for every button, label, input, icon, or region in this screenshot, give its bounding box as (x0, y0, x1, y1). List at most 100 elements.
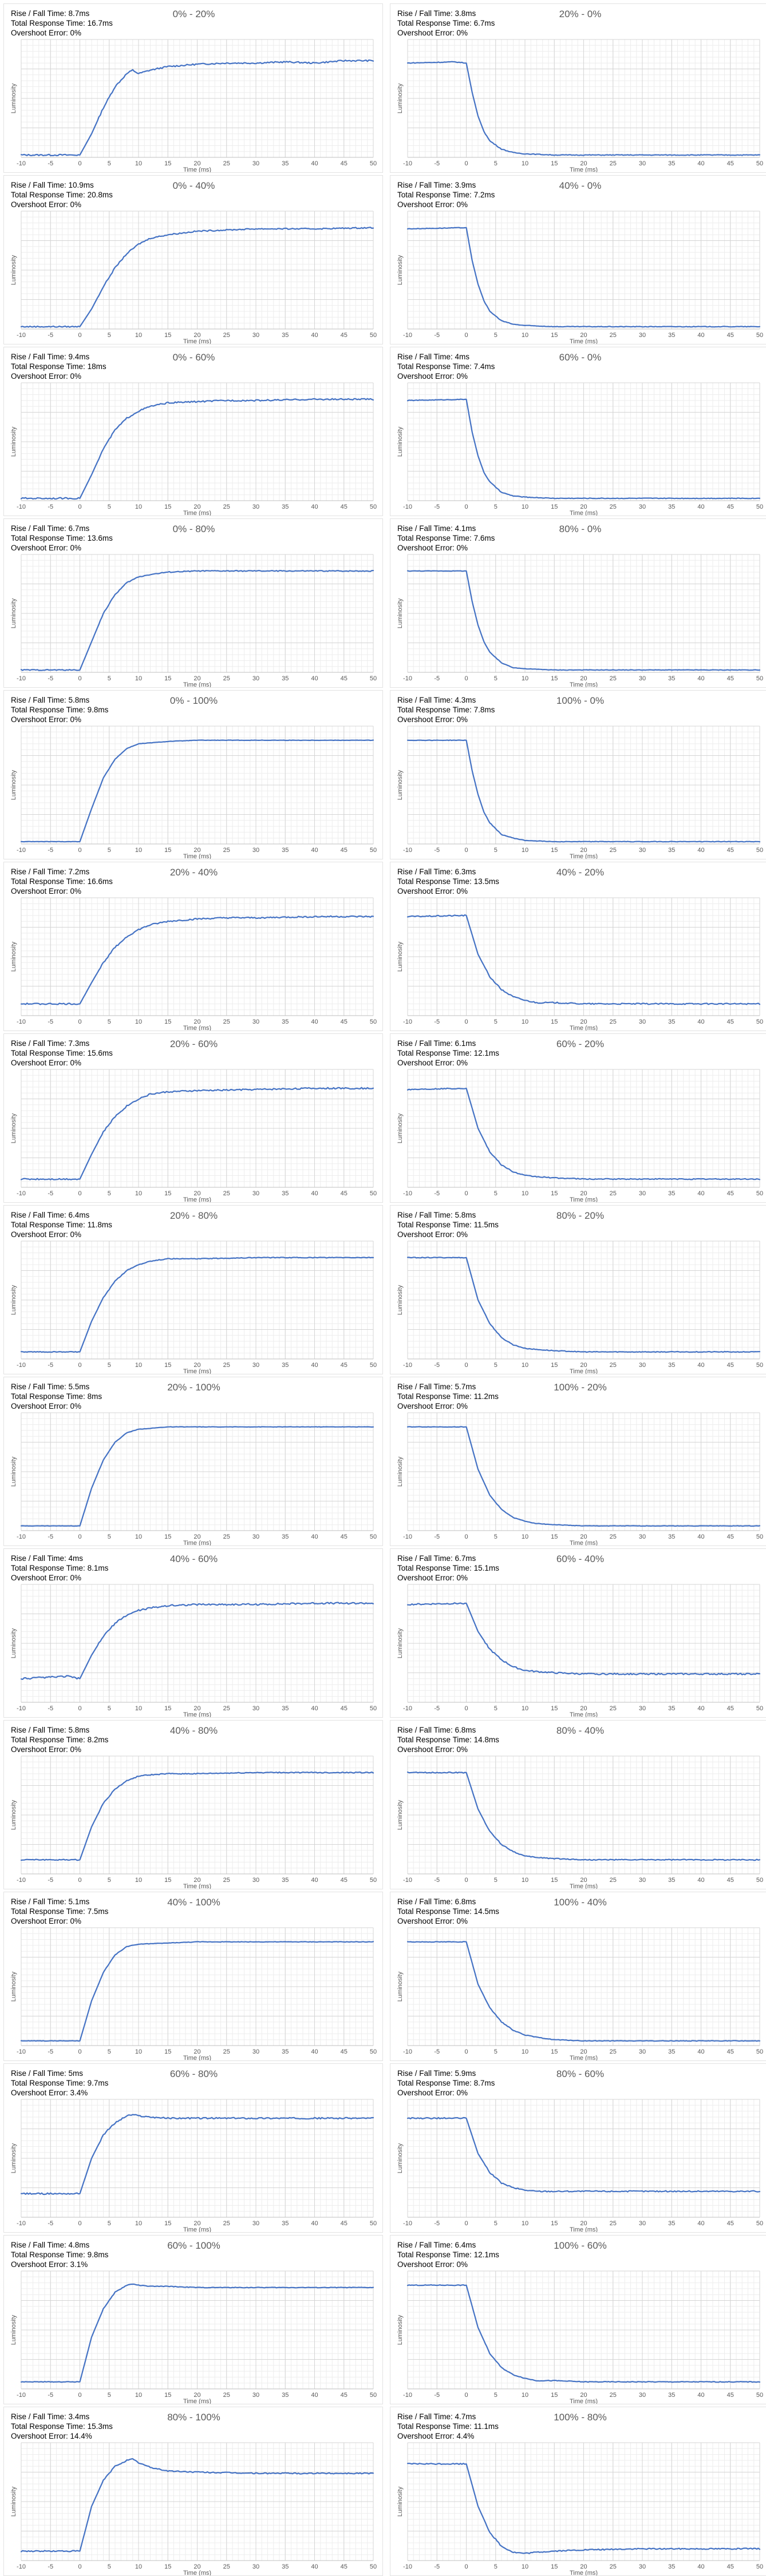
stat-line: Overshoot Error: 0% (11, 29, 82, 37)
stat-line: Rise / Fall Time: 4ms (11, 1554, 84, 1563)
x-tick-label: 30 (252, 2392, 259, 2399)
x-tick-label: 10 (522, 1877, 528, 1884)
stat-line: Rise / Fall Time: 3.4ms (11, 2412, 90, 2421)
x-axis-label: Time (ms) (183, 1540, 211, 1546)
response-stats: Rise / Fall Time: 5.8ms Total Response Ti… (11, 1725, 108, 1754)
x-tick-label: -10 (403, 1705, 412, 1712)
x-tick-label: 40 (311, 1362, 318, 1369)
x-tick-label: 50 (756, 2220, 763, 2227)
x-tick-label: 10 (135, 1533, 142, 1540)
x-tick-label: 30 (252, 2563, 259, 2570)
chart-panel: Rise / Fall Time: 9.4ms Total Response Ti… (3, 347, 383, 516)
x-tick-label: 40 (697, 2220, 704, 2227)
x-tick-label: 5 (108, 675, 111, 682)
stat-line: Overshoot Error: 4.4% (397, 2432, 475, 2440)
chart-panel: Rise / Fall Time: 10.9ms Total Response T… (3, 175, 383, 344)
x-tick-label: -5 (48, 160, 53, 167)
x-tick-label: 45 (341, 1533, 348, 1540)
stat-line: Rise / Fall Time: 6.3ms (397, 867, 476, 876)
chart-panel: Rise / Fall Time: 5.8ms Total Response Ti… (3, 1720, 383, 1889)
x-tick-label: -5 (48, 675, 53, 682)
x-tick-label: 45 (341, 1705, 348, 1712)
x-tick-label: 20 (194, 1877, 200, 1884)
x-tick-label: -10 (17, 1705, 26, 1712)
x-tick-label: 50 (370, 2048, 377, 2055)
stat-line: Overshoot Error: 0% (11, 1059, 82, 1067)
stat-line: Rise / Fall Time: 9.4ms (11, 352, 90, 361)
y-axis-label: Luminosity (397, 1456, 404, 1487)
response-stats: Rise / Fall Time: 5.8ms Total Response Ti… (11, 695, 108, 724)
x-tick-label: 10 (135, 1877, 142, 1884)
x-tick-label: 45 (727, 675, 734, 682)
x-tick-label: 0 (464, 847, 468, 854)
x-tick-label: -5 (434, 1705, 440, 1712)
stat-line: Total Response Time: 6.7ms (397, 19, 495, 27)
stat-line: Rise / Fall Time: 5.5ms (11, 1382, 90, 1391)
y-axis-label: Luminosity (10, 2315, 17, 2345)
x-tick-label: 40 (311, 332, 318, 339)
x-tick-label: 10 (135, 1190, 142, 1197)
stat-line: Total Response Time: 11.2ms (397, 1392, 499, 1401)
y-axis-label: Luminosity (397, 1971, 404, 2002)
x-tick-label: 50 (370, 1362, 377, 1369)
chart-panel: Rise / Fall Time: 4.3ms Total Response Ti… (390, 690, 766, 859)
x-tick-label: 35 (282, 332, 289, 339)
x-tick-label: 50 (370, 1705, 377, 1712)
x-tick-label: 25 (223, 2048, 230, 2055)
x-tick-label: 0 (78, 2220, 81, 2227)
x-tick-label: 20 (194, 2048, 200, 2055)
series-line (20, 1602, 374, 1680)
x-tick-label: 35 (282, 504, 289, 510)
series-line (406, 1087, 761, 1180)
x-tick-label: 45 (727, 1018, 734, 1025)
x-tick-label: 25 (610, 2563, 617, 2570)
x-tick-label: 10 (522, 2048, 528, 2055)
stat-line: Overshoot Error: 0% (397, 1402, 468, 1410)
x-tick-label: 15 (164, 1705, 171, 1712)
x-tick-label: 45 (727, 504, 734, 510)
x-tick-label: 35 (282, 2392, 289, 2399)
response-stats: Rise / Fall Time: 4.3ms Total Response Ti… (397, 695, 495, 724)
x-tick-label: 30 (639, 504, 646, 510)
x-tick-label: -10 (17, 847, 26, 854)
stat-line: Rise / Fall Time: 6.7ms (11, 524, 90, 533)
x-tick-label: 40 (697, 160, 704, 167)
chart-title: 20% - 80% (169, 1210, 218, 1221)
x-tick-label: 0 (78, 1190, 81, 1197)
stat-line: Total Response Time: 15.1ms (397, 1564, 499, 1572)
stat-line: Rise / Fall Time: 4.1ms (397, 524, 476, 533)
x-tick-label: 40 (311, 675, 318, 682)
x-tick-label: 5 (494, 1533, 497, 1540)
chart-title: 80% - 100% (167, 2412, 220, 2423)
x-tick-label: 5 (108, 1018, 111, 1025)
x-tick-label: 15 (164, 2048, 171, 2055)
series-line (406, 2284, 761, 2383)
chart-title: 100% - 40% (554, 1897, 607, 1908)
x-tick-label: 30 (639, 1190, 646, 1197)
x-tick-label: 10 (522, 1362, 528, 1369)
y-axis-label: Luminosity (397, 941, 404, 972)
x-tick-label: -5 (434, 2392, 440, 2399)
stat-line: Total Response Time: 8.2ms (11, 1735, 109, 1744)
response-stats: Rise / Fall Time: 3.4ms Total Response Ti… (11, 2412, 113, 2441)
x-tick-label: 10 (522, 504, 528, 510)
chart-title: 100% - 80% (554, 2412, 607, 2423)
stat-line: Overshoot Error: 0% (397, 1745, 468, 1754)
x-tick-label: 30 (252, 847, 259, 854)
x-axis-label: Time (ms) (570, 167, 598, 173)
x-tick-label: 40 (311, 1190, 318, 1197)
x-tick-label: 30 (639, 847, 646, 854)
series-line (20, 227, 374, 328)
x-tick-label: -10 (17, 504, 26, 510)
x-tick-label: 35 (668, 1705, 675, 1712)
x-tick-label: -10 (17, 160, 26, 167)
chart-title: 40% - 0% (559, 180, 602, 191)
x-tick-label: 35 (668, 1190, 675, 1197)
stat-line: Overshoot Error: 0% (397, 2088, 468, 2097)
x-axis-label: Time (ms) (183, 681, 211, 688)
x-tick-label: 40 (697, 1018, 704, 1025)
stat-line: Overshoot Error: 0% (11, 200, 82, 209)
line-plot: -10 -5 0 5 10 15 20 25 30 35 40 45 50 Time (ms) Lumino… (397, 1927, 763, 2060)
x-tick-label: 10 (522, 1705, 528, 1712)
